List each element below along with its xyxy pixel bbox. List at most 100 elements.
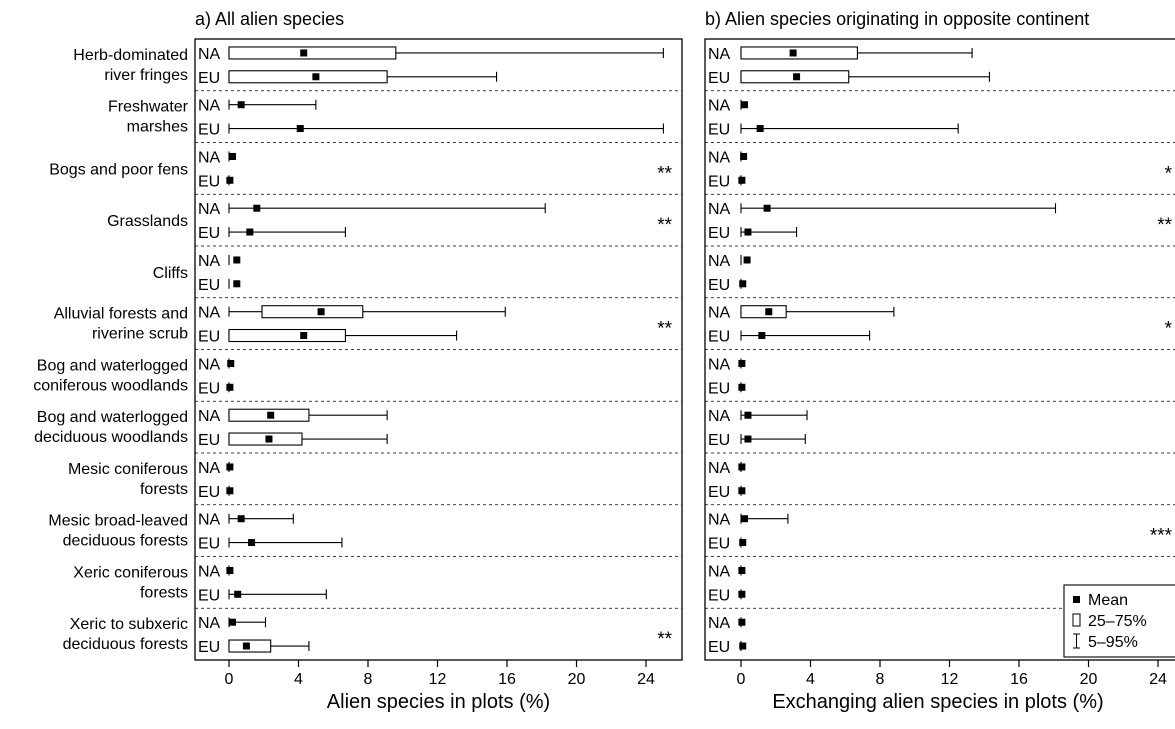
mean-marker <box>738 590 746 598</box>
significance-marker: ** <box>657 163 672 184</box>
x-axis-label: Alien species in plots (%) <box>327 691 550 713</box>
group-2: Freshwater marshes NA EU <box>108 98 664 139</box>
box-row-na: NA <box>198 305 506 322</box>
box-row-na: NA <box>708 615 746 632</box>
category-label: forests <box>140 584 188 601</box>
group-8: NA EU <box>708 408 808 449</box>
significance-marker: ** <box>657 629 672 650</box>
series-label: NA <box>708 460 731 477</box>
series-label: NA <box>708 201 731 218</box>
x-tick-label: 24 <box>637 671 655 688</box>
x-tick-label: 16 <box>1010 671 1028 688</box>
legend-box <box>1063 584 1175 658</box>
mean-marker <box>738 618 746 626</box>
series-label: EU <box>708 329 730 346</box>
category-label: Mesic broad-leaved <box>48 513 188 530</box>
box-row-na: NA <box>198 149 236 166</box>
mean-marker <box>738 359 746 367</box>
panel-a: a) All alien species 0 4 8 12 16 20 24 Alien spe… <box>33 9 683 713</box>
box-row-eu: EU <box>198 536 343 553</box>
box-row-na: NA <box>198 98 317 115</box>
mean-marker <box>233 280 241 288</box>
series-label: EU <box>708 380 730 397</box>
mean-marker <box>312 73 320 81</box>
category-label: forests <box>140 481 188 498</box>
group-2: NA EU <box>708 98 959 139</box>
mean-marker <box>237 515 245 523</box>
mean-marker <box>226 566 234 574</box>
box-row-na: NA <box>198 356 235 373</box>
group-7: Bog and waterlogged coniferous woodlands N… <box>33 356 235 397</box>
panel-b: b) Alien species originating in opposite… <box>704 9 1175 713</box>
legend-label: 5–95% <box>1088 634 1138 651</box>
series-label: EU <box>198 70 220 87</box>
series-label: EU <box>198 122 220 139</box>
box-row-na: NA <box>708 253 751 270</box>
significance-marker: ** <box>1157 215 1172 236</box>
iqr-box <box>228 70 388 84</box>
category-label: Xeric coniferous <box>73 564 188 581</box>
mean-marker <box>317 308 325 316</box>
series-label: NA <box>708 408 731 425</box>
series-label: NA <box>198 512 221 529</box>
series-label: EU <box>198 173 220 190</box>
box-row-eu: EU <box>708 122 959 139</box>
mean-marker <box>739 539 747 547</box>
mean-marker <box>228 152 236 160</box>
legend-box-marker <box>1072 613 1081 627</box>
series-label: NA <box>198 98 221 115</box>
mean-marker <box>744 435 752 443</box>
mean-marker <box>226 176 234 184</box>
mean-marker <box>744 411 752 419</box>
mean-marker <box>765 308 773 316</box>
group-3: * NA EU <box>708 149 1173 190</box>
legend-label: Mean <box>1088 592 1128 609</box>
series-label: EU <box>708 432 730 449</box>
series-label: NA <box>708 305 731 322</box>
box-row-na: NA <box>708 512 789 529</box>
mean-marker <box>226 487 234 495</box>
significance-marker: * <box>1165 163 1173 184</box>
box-row-na: NA <box>198 201 546 218</box>
group-9: NA EU <box>708 460 746 501</box>
mean-marker <box>267 411 275 419</box>
mean-marker <box>246 228 254 236</box>
legend-mean-marker <box>1073 596 1080 603</box>
group-6: * NA EU <box>708 305 1173 346</box>
box-row-eu: EU <box>198 122 664 139</box>
x-tick-label: 24 <box>1149 671 1167 688</box>
x-tick-label: 20 <box>568 671 586 688</box>
box-row-na: NA <box>198 615 267 632</box>
mean-marker <box>739 280 747 288</box>
x-axis-label: Exchanging alien species in plots (%) <box>772 691 1103 713</box>
series-label: EU <box>708 277 730 294</box>
series-label: EU <box>708 122 730 139</box>
series-label: NA <box>198 46 221 63</box>
series-label: NA <box>708 98 731 115</box>
significance-marker: ** <box>657 319 672 340</box>
group-8: Bog and waterlogged deciduous woodlands NA… <box>34 408 388 449</box>
series-label: EU <box>708 536 730 553</box>
box-row-eu: EU <box>198 173 234 190</box>
series-label: NA <box>198 460 221 477</box>
mean-marker <box>228 618 236 626</box>
category-label: river fringes <box>104 67 188 84</box>
mean-marker <box>237 101 245 109</box>
series-label: NA <box>198 408 221 425</box>
mean-marker <box>738 487 746 495</box>
box-row-eu: EU <box>198 484 234 501</box>
significance-marker: *** <box>1150 526 1173 547</box>
group-12: Xeric to subxeric deciduous forests ** NA EU <box>63 615 673 656</box>
category-label: Freshwater <box>108 99 189 116</box>
category-label: deciduous woodlands <box>34 429 188 446</box>
x-tick-label: 8 <box>364 671 373 688</box>
box-row-eu: EU <box>708 380 746 397</box>
mean-marker <box>233 256 241 264</box>
box-row-eu: EU <box>198 329 458 346</box>
box-row-na: NA <box>708 460 746 477</box>
box-row-eu: EU <box>708 639 747 656</box>
group-10: *** NA EU <box>708 512 1173 553</box>
box-row-na: NA <box>708 563 746 580</box>
group-4: ** NA EU <box>708 201 1173 242</box>
